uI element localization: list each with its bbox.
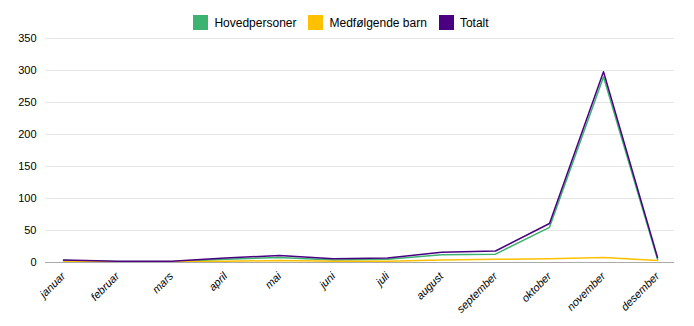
svg-text:350: 350 [18, 32, 36, 44]
svg-text:desember: desember [618, 269, 662, 313]
svg-text:250: 250 [18, 96, 36, 108]
svg-text:juni: juni [315, 269, 337, 291]
svg-text:200: 200 [18, 128, 36, 140]
svg-text:300: 300 [18, 64, 36, 76]
svg-text:50: 50 [24, 224, 36, 236]
svg-text:august: august [414, 269, 447, 302]
html-text:Totalt: Totalt [459, 15, 489, 30]
svg-text:mars: mars [150, 269, 176, 295]
svg-text:januar: januar [36, 269, 68, 301]
svg-text:100: 100 [18, 192, 36, 204]
svg-text:april: april [206, 269, 230, 293]
svg-text:februar: februar [88, 269, 122, 303]
svg-text:0: 0 [30, 256, 36, 268]
svg-text:150: 150 [18, 160, 36, 172]
svg-text:mai: mai [262, 269, 283, 290]
html-text:Medfølgende barn: Medfølgende barn [329, 15, 427, 30]
svg-text:oktober: oktober [519, 269, 554, 304]
svg-text:november: november [564, 269, 608, 313]
html-text:Hovedpersoner: Hovedpersoner [214, 15, 297, 30]
svg-text:juli: juli [372, 269, 392, 289]
svg-text:september: september [454, 269, 500, 315]
